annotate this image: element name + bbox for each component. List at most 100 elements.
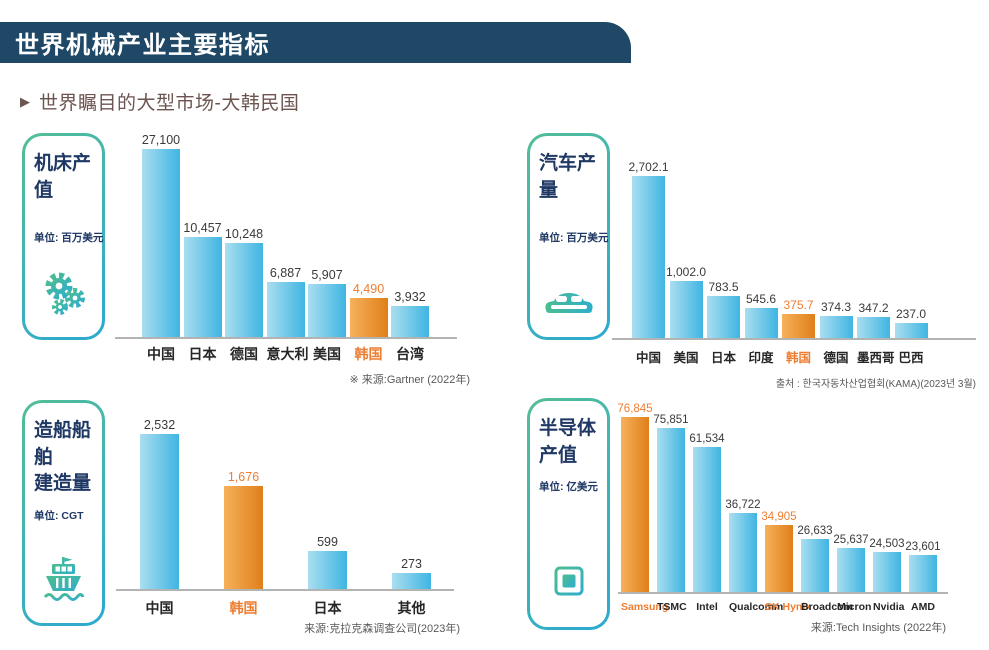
category-label: 印度 (748, 351, 774, 365)
category-label: 巴西 (898, 351, 924, 365)
bar-value-label: 599 (317, 535, 338, 549)
category-label: 美国 (673, 351, 699, 365)
bar-item: 61,534 (689, 433, 725, 592)
bar-value-label: 34,905 (761, 511, 797, 523)
bar (349, 298, 388, 337)
page-title: 世界机械产业主要指标 (15, 32, 270, 59)
category-label: 中国 (145, 600, 174, 616)
bar (632, 176, 665, 338)
panel-unit: 单位: CGT (34, 509, 84, 522)
bar-item: 273 (392, 557, 431, 589)
bar-value-label: 1,002.0 (665, 265, 707, 279)
category-label: 意大利 (266, 346, 309, 362)
panel-auto-production: 汽车产量 单位: 百万美元 (527, 133, 610, 340)
bar-group-shipbuilding: 2,532 1,676 599 273 (140, 412, 431, 589)
bar-value-label: 545.6 (745, 292, 777, 306)
bar-value-label: 783.5 (708, 280, 739, 294)
bar-item: 10,248 (225, 227, 263, 337)
category-label: 德国 (823, 351, 849, 365)
bar (140, 434, 179, 589)
chip-icon (544, 556, 594, 611)
ship-icon (40, 556, 88, 607)
bar (782, 314, 815, 338)
panel-machine-tools-inner: 机床产值 单位: 百万美元 (25, 136, 104, 337)
bar (873, 552, 901, 592)
bar (744, 308, 778, 338)
bar-value-label: 2,532 (143, 418, 176, 432)
bar (266, 282, 305, 337)
bar (669, 281, 703, 338)
category-label: Qualcomm (729, 601, 784, 613)
bar (142, 149, 180, 337)
category-label: Micron (837, 601, 872, 613)
bar-item: 23,601 (905, 541, 941, 592)
x-axis-line (116, 589, 454, 591)
category-row-semiconductor: Samsung TSMC Intel Qualcomm SK Hynix Broadcom… (621, 601, 937, 613)
bar-item: 1,676 (224, 470, 263, 589)
bar-value-label: 2,702.1 (628, 160, 669, 174)
bar-item: 5,907 (308, 268, 346, 337)
gears-icon (40, 270, 88, 321)
category-row-machine-tools: 中国 日本 德国 意大利 美国 韩国 台湾 (142, 344, 429, 364)
subtitle-row: ▶ 世界瞩目的大型市场-大韩民国 (20, 88, 299, 115)
category-label: 墨西哥 (857, 351, 895, 365)
category-label: 日本 (313, 600, 342, 616)
panel-auto-production-inner: 汽车产量 单位: 百万美元 (530, 136, 608, 337)
bar-item: 34,905 (761, 511, 797, 592)
bar-value-label: 10,248 (224, 227, 264, 241)
bar (707, 296, 740, 338)
bar-item: 4,490 (349, 282, 388, 337)
bar-item: 75,851 (653, 414, 689, 592)
bar-value-label: 4,490 (352, 282, 385, 296)
category-label: 韩国 (354, 346, 383, 362)
category-label: 韩国 (229, 600, 258, 616)
bar-group-auto-production: 2,702.1 1,002.0 783.5 545.6 375.7 374.3 347.2 2… (628, 150, 928, 338)
source-note: ※ 来源:Gartner (2022年) (349, 374, 470, 386)
panel-shipbuilding-inner: 造船船舶 建造量 单位: CGT (25, 403, 102, 623)
panel-title: 造船船舶 建造量 (34, 420, 92, 495)
bar-value-label: 374.3 (820, 300, 852, 314)
bar-item: 783.5 (707, 280, 740, 338)
bar (225, 243, 263, 337)
category-label: Nvidia (873, 601, 905, 613)
bar-item: 2,532 (140, 418, 179, 589)
bar-value-label: 347.2 (858, 301, 889, 315)
bar (392, 573, 431, 589)
bar-value-label: 273 (401, 557, 422, 571)
bar (657, 428, 685, 592)
panel-title: 半导体 产值 (539, 418, 597, 466)
panel-unit: 单位: 百万美元 (34, 232, 104, 245)
bar (857, 317, 890, 338)
category-label: Samsung (621, 601, 669, 613)
panel-shipbuilding: 造船船舶 建造量 单位: CGT (22, 400, 105, 626)
panel-semiconductor-inner: 半导体 产值 单位: 亿美元 (530, 401, 607, 627)
category-label: 韩国 (785, 351, 811, 365)
bar-value-label: 76,845 (617, 403, 653, 415)
bar (693, 447, 721, 592)
category-label: 其他 (397, 600, 426, 616)
bar-item: 375.7 (782, 298, 815, 338)
category-label: 中国 (147, 346, 175, 362)
category-label: 德国 (230, 346, 258, 362)
bar-value-label: 1,676 (227, 470, 260, 484)
bar-item: 25,637 (833, 534, 869, 592)
panel-unit: 单位: 亿美元 (539, 481, 598, 494)
bar (621, 417, 649, 592)
category-label: SK Hynix (765, 601, 812, 613)
bar (391, 306, 429, 337)
subtitle-text: 世界瞩目的大型市场-大韩民国 (39, 93, 300, 114)
category-label: Broadcom (801, 601, 853, 613)
bar-value-label: 61,534 (689, 433, 725, 445)
title-bar: 世界机械产业主要指标 (0, 22, 631, 63)
bar (765, 525, 793, 592)
bar-item: 6,887 (266, 266, 305, 337)
bar-value-label: 3,932 (394, 290, 426, 304)
bar-item: 36,722 (725, 499, 761, 592)
bar-value-label: 24,503 (869, 538, 905, 550)
bar-item: 1,002.0 (666, 265, 706, 338)
category-label: 中国 (635, 351, 661, 365)
bar-item: 24,503 (869, 538, 905, 592)
bar-item: 599 (308, 535, 347, 589)
bar-item: 347.2 (857, 301, 890, 338)
